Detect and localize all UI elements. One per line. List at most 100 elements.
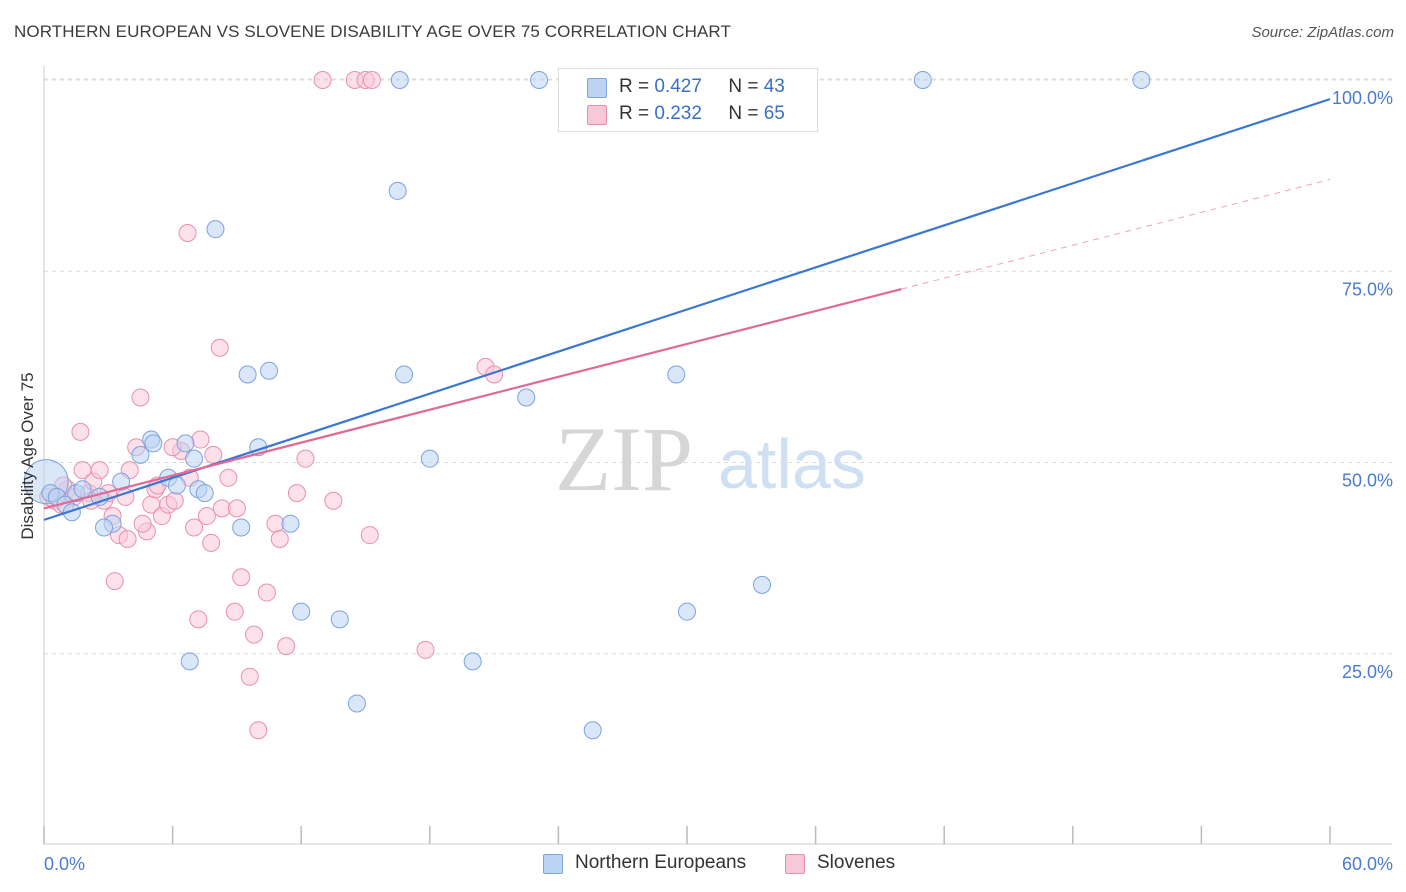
slovenes-point: [90, 461, 109, 480]
legend-n-value: 65: [763, 103, 785, 124]
northern-europeans-point: [347, 694, 366, 713]
slovenes-point: [202, 533, 221, 552]
northern-europeans-point: [260, 361, 279, 380]
northern-europeans-point: [463, 652, 482, 671]
northern-europeans-point: [95, 518, 114, 537]
legend-n-label: N =: [728, 103, 759, 124]
slovenes-point: [249, 721, 268, 740]
slovenes-point: [245, 625, 264, 644]
slovenes-point: [71, 422, 90, 441]
slovenes-point: [185, 518, 204, 537]
slovenes-point: [313, 71, 332, 89]
slovenes-point: [105, 572, 124, 591]
northern-europeans-point: [131, 445, 150, 464]
slovenes-point: [118, 530, 137, 548]
x-tick-label-end: 60.0%: [1342, 854, 1393, 874]
northern-europeans-point: [73, 480, 92, 499]
northern-europeans-point: [913, 71, 932, 89]
slovenes-point: [360, 526, 379, 545]
legend-n-value: 43: [763, 76, 785, 97]
legend-swatch-pink: [587, 105, 607, 125]
northern-europeans-point: [390, 71, 409, 89]
slovenes-point: [227, 499, 246, 518]
slovenes-point: [210, 338, 229, 357]
slovenes-point: [277, 637, 296, 656]
slovenes-point: [362, 71, 381, 89]
slovenes-point: [225, 602, 244, 621]
slovenes-point: [270, 530, 289, 548]
y-tick-label: 100.0%: [1332, 88, 1393, 108]
bottom-legend-label: Slovenes: [817, 852, 896, 873]
northern-europeans-point: [292, 602, 311, 621]
northern-europeans-point: [206, 220, 225, 239]
bottom-legend-swatch-pink: [785, 854, 805, 874]
northern-europeans-points: [23, 71, 1151, 740]
northern-europeans-point: [281, 514, 300, 533]
y-axis-label: Disability Age Over 75: [18, 372, 37, 539]
slovenes-point: [178, 224, 197, 242]
slovenes-point: [204, 445, 223, 464]
northern-europeans-point: [517, 388, 536, 407]
northern-europeans-point: [144, 434, 163, 453]
legend-r-label: R =: [619, 76, 650, 97]
northern-europeans-point: [667, 365, 686, 384]
slovenes-points: [39, 71, 808, 740]
slovenes-trend-extension: [901, 178, 1331, 290]
legend-r-value: 0.427: [654, 76, 702, 97]
northern-europeans-point: [185, 449, 204, 468]
northern-europeans-point: [388, 181, 407, 200]
slovenes-point: [287, 484, 306, 503]
slovenes-point: [131, 388, 150, 407]
slovenes-point: [416, 640, 435, 659]
northern-europeans-trend: [43, 98, 1331, 521]
slovenes-point: [296, 449, 315, 468]
northern-europeans-point: [180, 652, 199, 671]
northern-europeans-point: [583, 721, 602, 740]
northern-europeans-point: [330, 610, 349, 629]
y-tick-label: 25.0%: [1342, 662, 1393, 682]
slovenes-point: [219, 468, 238, 487]
northern-europeans-point: [62, 503, 81, 522]
legend-r-value: 0.232: [654, 103, 702, 124]
y-tick-label: 75.0%: [1342, 279, 1393, 299]
slovenes-point: [133, 514, 152, 533]
watermark-zip: ZIP: [555, 408, 693, 510]
legend-swatch-blue: [587, 78, 607, 98]
slovenes-point: [324, 491, 343, 510]
northern-europeans-point: [195, 484, 214, 503]
slovenes-point: [165, 491, 184, 510]
northern-europeans-point: [678, 602, 696, 621]
y-tick-label: 50.0%: [1342, 471, 1393, 491]
northern-europeans-point: [753, 575, 772, 594]
northern-europeans-point: [232, 518, 251, 537]
slovenes-point: [197, 507, 216, 526]
legend-n-label: N =: [728, 76, 759, 97]
northern-europeans-point: [530, 71, 549, 89]
northern-europeans-point: [238, 365, 257, 384]
x-tick-label-start: 0.0%: [44, 854, 85, 874]
slovenes-point: [212, 499, 231, 518]
slovenes-point: [232, 568, 251, 587]
source-credit: Source: ZipAtlas.com: [1251, 24, 1394, 41]
slovenes-trend: [43, 288, 902, 510]
northern-europeans-point: [1132, 71, 1151, 89]
watermark-atlas: atlas: [718, 425, 866, 503]
axes: [43, 66, 1392, 845]
northern-europeans-point: [176, 434, 195, 453]
trend-lines: [43, 98, 1331, 521]
slovenes-point: [191, 430, 210, 449]
stats-legend: R = 0.427 N = 43 R = 0.232 N = 65: [558, 68, 818, 132]
chart-title: NORTHERN EUROPEAN VS SLOVENE DISABILITY …: [14, 22, 731, 41]
legend-r-label: R =: [619, 103, 650, 124]
northern-europeans-point: [420, 449, 439, 468]
bottom-legend-label: Northern Europeans: [575, 852, 747, 873]
watermark: ZIP atlas: [555, 408, 866, 510]
axis-labels: 100.0% 75.0% 50.0% 25.0% 0.0% 60.0% Disability…: [18, 88, 1393, 874]
northern-europeans-point: [112, 472, 131, 491]
slovenes-point: [189, 610, 208, 629]
bottom-legend-swatch-blue: [543, 854, 563, 874]
slovenes-point: [257, 583, 276, 602]
northern-europeans-point: [395, 365, 414, 384]
slovenes-point: [266, 514, 285, 533]
